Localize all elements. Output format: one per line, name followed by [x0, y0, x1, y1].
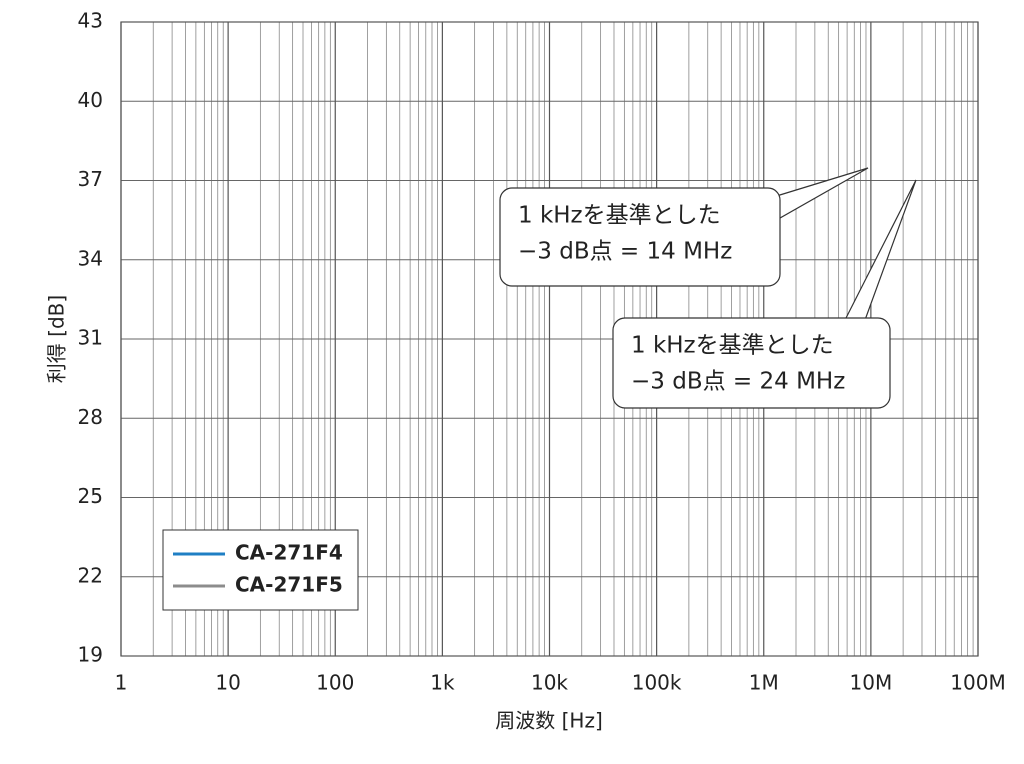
- y-tick-label: 19: [78, 643, 103, 667]
- x-tick-label: 100k: [632, 671, 682, 695]
- x-tick-label: 1M: [749, 671, 779, 695]
- callout-text: −3 dB点 = 14 MHz: [518, 239, 732, 265]
- legend-box: [162, 529, 359, 611]
- x-tick-label: 100: [316, 671, 354, 695]
- y-tick-label: 34: [78, 246, 103, 270]
- x-tick-label: 10M: [850, 671, 893, 695]
- x-tick-label: 10: [215, 671, 240, 695]
- y-tick-label: 31: [78, 326, 103, 350]
- callout-text: 1 kHzを基準とした: [518, 203, 721, 229]
- x-axis-label: 周波数 [Hz]: [495, 709, 603, 733]
- callout-text: 1 kHzを基準とした: [631, 333, 834, 359]
- callout-tail: [769, 167, 869, 219]
- callout-tail-cover: [770, 198, 780, 218]
- y-tick-label: 40: [78, 88, 103, 112]
- y-tick-label: 37: [78, 167, 103, 191]
- x-tick-label: 1: [115, 671, 128, 695]
- y-tick-label: 22: [78, 563, 103, 587]
- callout-box: [499, 187, 781, 287]
- callout-text: −3 dB点 = 24 MHz: [631, 369, 845, 395]
- callout-tail: [844, 179, 917, 321]
- y-tick-label: 43: [78, 9, 103, 33]
- callout-box: [612, 317, 891, 409]
- legend-label: CA-271F5: [235, 573, 343, 597]
- x-tick-label: 1k: [430, 671, 455, 695]
- y-tick-label: 25: [78, 484, 103, 508]
- legend-label: CA-271F4: [235, 541, 343, 565]
- y-axis-label: 利得 [dB]: [45, 295, 69, 383]
- x-tick-label: 100M: [950, 671, 1005, 695]
- x-tick-label: 10k: [531, 671, 568, 695]
- y-tick-label: 28: [78, 405, 103, 429]
- plot-frame: [120, 21, 979, 657]
